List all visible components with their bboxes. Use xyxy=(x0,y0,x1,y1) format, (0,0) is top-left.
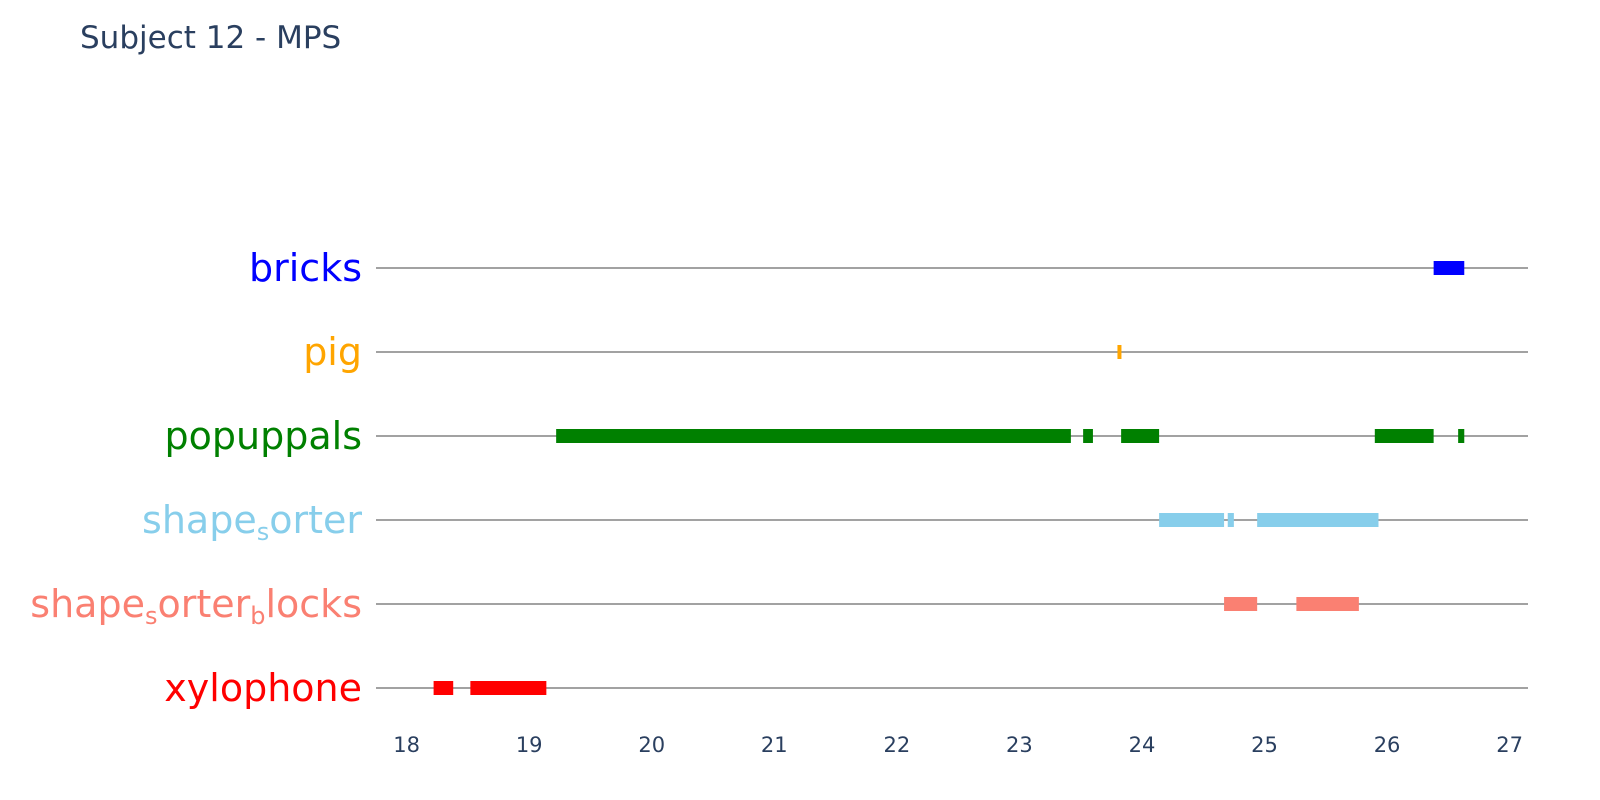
row-pig: pig xyxy=(303,330,1528,374)
segment-bar xyxy=(470,681,547,695)
segment-bar xyxy=(1374,429,1434,443)
row-label: popuppals xyxy=(165,414,362,458)
x-tick-label: 24 xyxy=(1129,733,1156,757)
x-tick-label: 26 xyxy=(1374,733,1401,757)
segment-bar xyxy=(1433,261,1465,275)
x-tick-label: 27 xyxy=(1496,733,1523,757)
row-label: pig xyxy=(303,330,362,374)
x-tick-label: 21 xyxy=(761,733,788,757)
segment-bar xyxy=(433,681,454,695)
x-axis: 18 19 20 21 22 23 24 25 26 27 xyxy=(393,733,1523,757)
chart-title: Subject 12 - MPS xyxy=(80,20,341,56)
segment-bar xyxy=(1083,429,1093,443)
segment-bar xyxy=(1458,429,1465,443)
x-tick-label: 20 xyxy=(638,733,665,757)
row-label: bricks xyxy=(249,246,362,290)
row-label: xylophone xyxy=(164,666,362,710)
row-xylophone: xylophone xyxy=(164,666,1528,710)
segment-bar xyxy=(1227,513,1234,527)
segment-bar xyxy=(556,429,1071,443)
x-tick-label: 23 xyxy=(1006,733,1033,757)
segment-bar xyxy=(1117,345,1122,359)
segment-bar xyxy=(1121,429,1160,443)
segment-bar xyxy=(1224,597,1258,611)
x-tick-label: 25 xyxy=(1251,733,1278,757)
row-shape-sorter: shapesorter xyxy=(142,498,1528,546)
row-bricks: bricks xyxy=(249,246,1528,290)
row-label: shapesorterblocks xyxy=(30,582,362,630)
row-shape-sorter-blocks: shapesorterblocks xyxy=(30,582,1528,630)
segment-bar xyxy=(1296,597,1359,611)
segment-bar xyxy=(1257,513,1379,527)
rows-layer: bricks pig popuppals shapesorter shapesorter… xyxy=(30,246,1528,710)
segment-bar xyxy=(1159,513,1225,527)
row-popuppals: popuppals xyxy=(165,414,1528,458)
x-tick-label: 22 xyxy=(883,733,910,757)
row-label: shapesorter xyxy=(142,498,362,546)
x-tick-label: 19 xyxy=(516,733,543,757)
x-tick-label: 18 xyxy=(393,733,420,757)
